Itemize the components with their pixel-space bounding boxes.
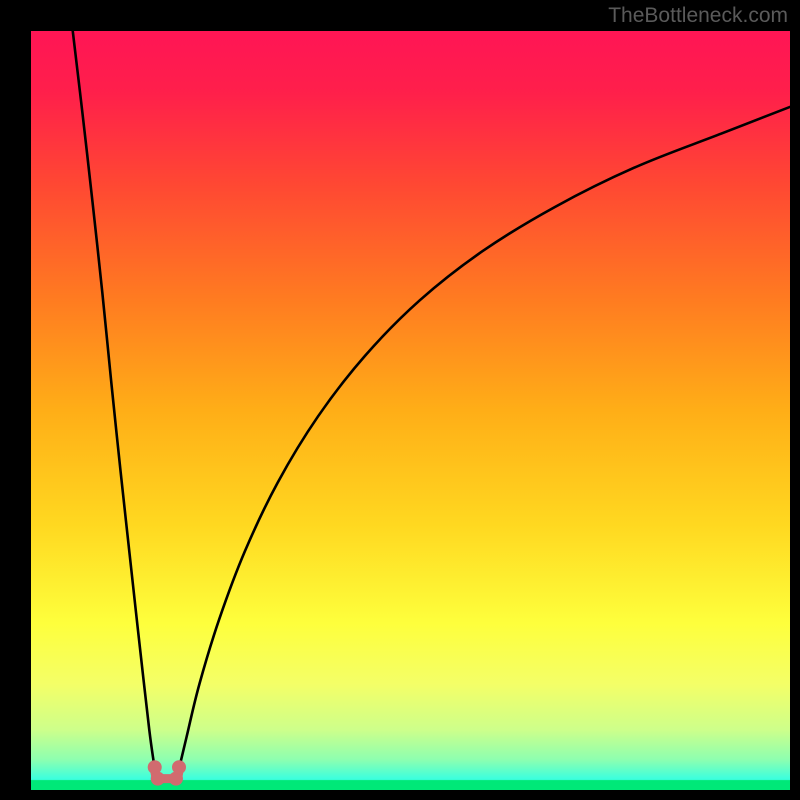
valley-marker [172,760,186,774]
bottleneck-chart [31,31,790,790]
valley-marker [151,772,165,786]
gradient-background [31,31,790,790]
baseline-band [31,780,790,790]
branding-label: TheBottleneck.com [608,4,788,28]
chart-container: TheBottleneck.com [0,0,800,800]
